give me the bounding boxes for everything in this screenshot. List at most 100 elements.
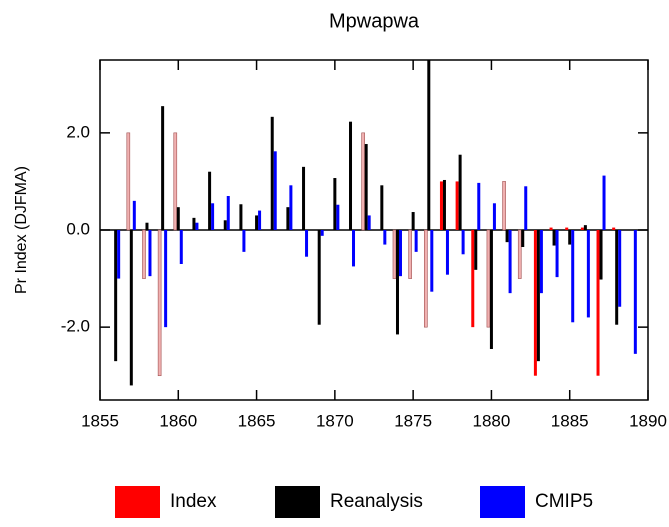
bar xyxy=(179,230,183,264)
bar xyxy=(599,230,603,280)
bar xyxy=(126,132,131,231)
y-tick-label: 2.0 xyxy=(66,122,90,141)
chart-title: Mpwapwa xyxy=(329,10,420,32)
bar xyxy=(408,229,412,279)
bar xyxy=(255,215,259,230)
bar xyxy=(477,182,481,230)
bar xyxy=(239,204,243,230)
bar xyxy=(461,230,465,255)
bar xyxy=(336,204,340,230)
legend-label: Index xyxy=(170,491,217,512)
bar xyxy=(398,230,402,277)
bar xyxy=(414,230,418,252)
bar xyxy=(361,132,365,231)
x-tick-label: 1875 xyxy=(394,411,432,430)
bar xyxy=(471,230,475,328)
bar xyxy=(157,229,162,377)
x-tick-label: 1870 xyxy=(316,411,354,430)
x-tick-label: 1885 xyxy=(551,411,589,430)
bar xyxy=(486,229,491,328)
plot-frame xyxy=(99,59,649,401)
bar xyxy=(145,222,149,230)
bar xyxy=(423,229,428,328)
y-axis-label: Pr Index (DJFMA) xyxy=(13,166,30,294)
bar xyxy=(536,230,540,362)
bar xyxy=(383,230,387,245)
bar xyxy=(223,220,227,230)
bar xyxy=(505,230,509,243)
bar xyxy=(583,225,587,230)
bar xyxy=(289,185,293,230)
bar xyxy=(489,230,493,349)
legend-label: CMIP5 xyxy=(535,491,593,512)
bar xyxy=(552,230,556,246)
bar xyxy=(164,230,168,328)
bar xyxy=(533,230,537,376)
y-tick-label: -2.0 xyxy=(61,317,90,336)
bar xyxy=(596,230,600,376)
bar xyxy=(305,230,309,257)
bar xyxy=(633,230,637,354)
bar xyxy=(555,230,559,278)
bar xyxy=(524,186,528,230)
bar xyxy=(474,230,478,270)
bar xyxy=(439,181,443,230)
bar xyxy=(445,230,449,275)
bar xyxy=(211,203,215,230)
bar xyxy=(615,230,619,325)
bar xyxy=(395,230,399,335)
bar xyxy=(192,217,196,230)
legend-swatch xyxy=(480,486,525,518)
bar xyxy=(273,151,277,230)
legend-label: Reanalysis xyxy=(330,491,423,512)
bar xyxy=(367,215,371,230)
bar xyxy=(302,166,306,230)
bar xyxy=(148,230,152,277)
x-tick-label: 1890 xyxy=(629,411,667,430)
bar xyxy=(258,210,262,230)
bar xyxy=(586,230,590,318)
bar xyxy=(568,230,572,245)
bar xyxy=(142,229,146,279)
bar xyxy=(173,132,178,231)
bar xyxy=(286,207,290,230)
bar xyxy=(114,230,118,362)
bar xyxy=(539,230,543,294)
x-tick-label: 1880 xyxy=(473,411,511,430)
bar xyxy=(458,154,462,230)
bar xyxy=(380,185,384,230)
bar xyxy=(427,60,431,230)
bar xyxy=(349,121,353,230)
legend-swatch xyxy=(275,486,320,518)
bar xyxy=(226,196,230,230)
bar xyxy=(392,229,397,279)
bar xyxy=(161,106,165,230)
bar xyxy=(242,230,246,252)
x-tick-label: 1860 xyxy=(159,411,197,430)
x-tick-label: 1865 xyxy=(238,411,276,430)
y-tick-label: 0.0 xyxy=(66,219,90,238)
bar xyxy=(364,144,368,230)
bar xyxy=(521,230,525,247)
bar xyxy=(411,212,415,230)
bar xyxy=(117,230,121,279)
bar xyxy=(618,230,622,307)
bar xyxy=(430,230,434,292)
bar xyxy=(317,230,321,325)
bar xyxy=(270,116,274,230)
bar xyxy=(320,230,324,236)
legend-swatch xyxy=(115,486,160,518)
bar xyxy=(602,175,606,230)
bar xyxy=(176,207,180,230)
bar xyxy=(565,227,569,230)
bar xyxy=(580,227,584,230)
bar xyxy=(129,230,133,386)
bar xyxy=(352,230,356,267)
bar xyxy=(492,203,496,230)
bar xyxy=(508,230,512,294)
x-tick-label: 1855 xyxy=(81,411,119,430)
bar xyxy=(502,181,506,231)
bar xyxy=(132,200,136,230)
bar xyxy=(612,227,616,230)
bar xyxy=(517,229,522,279)
